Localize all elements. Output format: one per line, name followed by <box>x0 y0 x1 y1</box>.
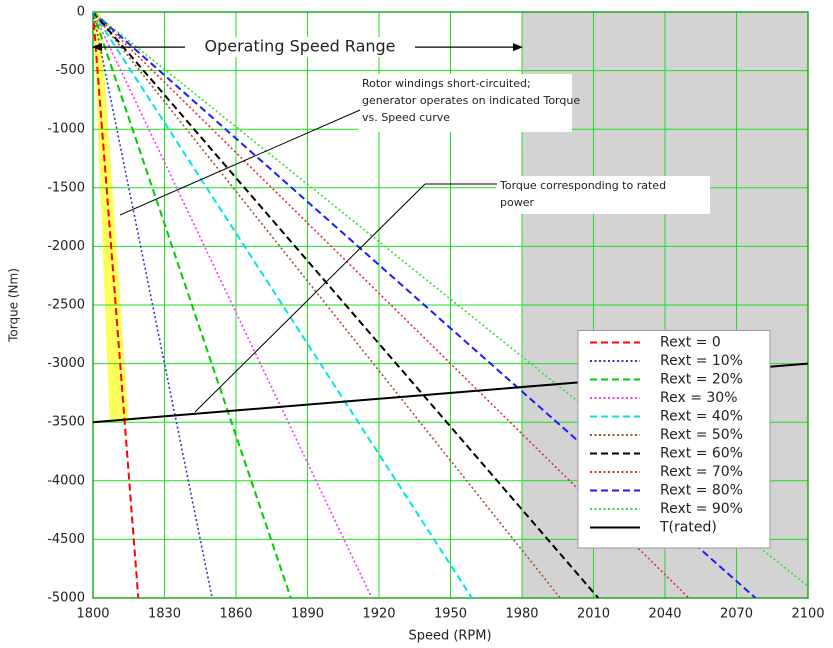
legend-label: Rext = 70% <box>660 464 743 480</box>
y-tick-label: -3000 <box>47 356 85 371</box>
legend-label: Rext = 90% <box>660 501 743 517</box>
legend-label: Rext = 60% <box>660 446 743 462</box>
y-tick-label: -5000 <box>47 591 85 606</box>
x-tick-label: 1800 <box>76 607 109 622</box>
highlight-band <box>93 12 129 423</box>
annotation-bg <box>358 74 572 132</box>
series-line <box>93 12 473 598</box>
series-line <box>93 12 600 598</box>
x-tick-label: 2100 <box>791 607 824 622</box>
legend-label: Rex = 30% <box>660 390 738 406</box>
y-tick-label: -4500 <box>47 532 85 547</box>
y-tick-label: -3500 <box>47 415 85 430</box>
y-axis-label: Torque (Nm) <box>7 268 21 343</box>
x-tick-label: 2010 <box>577 607 610 622</box>
x-tick-label: 2070 <box>720 607 753 622</box>
legend-label: T(rated) <box>659 520 717 536</box>
x-axis-label: Speed (RPM) <box>408 629 491 644</box>
y-tick-label: -2500 <box>47 298 85 313</box>
legend-label: Rext = 0 <box>660 335 721 351</box>
x-tick-label: 1920 <box>362 607 395 622</box>
annotation-bg <box>185 37 415 58</box>
annotation: Rotor windings short-circuited; generator… <box>362 77 580 124</box>
annotation-leader <box>194 183 426 413</box>
x-tick-label: 1860 <box>219 607 252 622</box>
series-line <box>93 12 373 598</box>
series-group <box>93 12 808 598</box>
annotation: Torque corresponding to rated power <box>499 179 666 209</box>
legend-label: Rext = 50% <box>660 427 743 443</box>
x-tick-label: 2040 <box>648 607 681 622</box>
x-tick-label: 1830 <box>148 607 181 622</box>
series-line <box>93 12 292 598</box>
y-tick-label: -2000 <box>47 239 85 254</box>
y-tick-label: 0 <box>77 5 85 20</box>
series-line <box>93 12 213 598</box>
y-tick-label: -4000 <box>47 473 85 488</box>
legend-label: Rext = 80% <box>660 483 743 499</box>
y-tick-label: -1500 <box>47 180 85 195</box>
plot-frame <box>92 11 809 599</box>
y-tick-label: -1000 <box>47 122 85 137</box>
legend-label: Rext = 20% <box>660 372 743 388</box>
legend-label: Rext = 40% <box>660 409 743 425</box>
x-tick-label: 1980 <box>505 607 538 622</box>
annotation-leader <box>119 109 361 216</box>
x-tick-label: 1950 <box>434 607 467 622</box>
series-line <box>93 12 140 598</box>
legend-label: Rext = 10% <box>660 353 743 369</box>
legend-box <box>577 330 771 549</box>
annotation-bg <box>496 176 710 214</box>
y-tick-label: -500 <box>55 63 85 78</box>
x-tick-label: 1890 <box>291 607 324 622</box>
series-line <box>93 12 561 598</box>
annotation: Operating Speed Range <box>204 37 395 56</box>
